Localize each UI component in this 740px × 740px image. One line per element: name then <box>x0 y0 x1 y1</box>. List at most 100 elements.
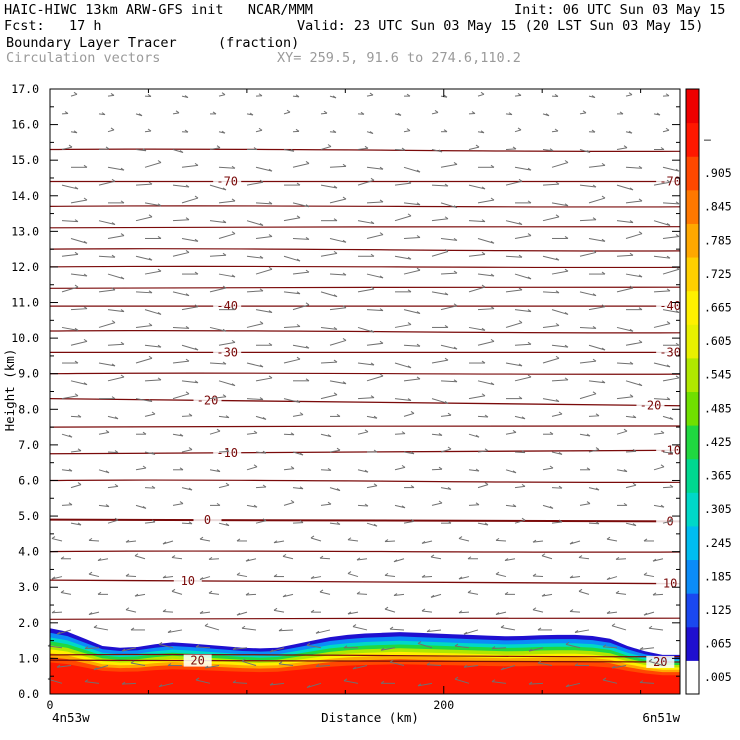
vector-head <box>151 519 156 523</box>
contour-label: -40 <box>216 299 238 313</box>
vector-head <box>648 658 653 662</box>
vector-head <box>114 483 119 487</box>
contour-label-bg <box>656 346 685 359</box>
circulation-vector <box>61 395 79 400</box>
vector-head <box>430 554 435 558</box>
vector-head <box>323 110 328 114</box>
circulation-vector <box>394 149 406 151</box>
vector-head <box>417 683 422 687</box>
contour-label-bg <box>656 577 685 590</box>
vector-head <box>83 382 88 386</box>
circulation-vector <box>352 665 368 670</box>
circulation-vector <box>218 380 236 387</box>
vector-head <box>660 430 665 434</box>
vector-head <box>518 222 523 225</box>
vector-head <box>444 249 449 252</box>
circulation-vector <box>421 610 433 613</box>
vector-head <box>528 681 533 685</box>
vector-head <box>615 590 620 594</box>
circulation-vector <box>162 576 174 579</box>
vector-head <box>389 626 394 630</box>
vector-head <box>643 572 648 576</box>
circulation-vector <box>246 181 264 186</box>
vector-head <box>595 447 600 451</box>
vector-head <box>434 110 439 113</box>
vector-head <box>484 448 489 452</box>
vector-head <box>185 250 190 253</box>
circulation-vector <box>61 146 73 150</box>
contour-label: -70 <box>216 175 238 189</box>
vector-head <box>333 359 338 363</box>
vector-head <box>648 625 653 629</box>
vector-head <box>179 150 184 153</box>
circulation-vector <box>579 184 597 188</box>
x-tick-label: 0 <box>47 698 54 712</box>
vector-head <box>310 575 315 579</box>
y-tick-label: 0.0 <box>18 687 39 701</box>
vector-head <box>458 610 463 614</box>
circulation-vector <box>653 220 671 226</box>
circulation-vector <box>172 184 190 188</box>
y-tick-label: 17.0 <box>11 82 39 96</box>
vector-head <box>555 290 560 294</box>
vector-head <box>521 517 526 521</box>
circulation-vector <box>181 449 193 453</box>
theta-line <box>49 226 681 229</box>
vector-head <box>333 326 338 330</box>
circulation-vector <box>528 682 544 685</box>
circulation-vector <box>588 344 606 351</box>
circulation-vector <box>616 430 628 435</box>
circulation-vector <box>505 220 523 226</box>
circulation-vector <box>653 466 665 471</box>
circulation-vector <box>195 679 211 684</box>
circulation-vector <box>384 574 396 578</box>
vector-head <box>518 363 523 367</box>
circulation-vector <box>505 431 517 435</box>
vector-head <box>592 184 597 188</box>
vector-head <box>194 347 199 351</box>
vector-head <box>632 415 637 419</box>
circulation-vector <box>602 679 618 684</box>
circulation-vector <box>320 469 332 471</box>
circulation-vector <box>283 325 301 328</box>
circulation-vector <box>579 219 597 222</box>
circulation-vector <box>162 540 174 545</box>
circulation-vector <box>107 343 125 346</box>
vector-head <box>125 607 130 611</box>
circulation-vector <box>209 396 227 400</box>
vector-head <box>332 95 337 99</box>
circulation-vector <box>542 398 560 402</box>
contour-label: -10 <box>216 446 238 460</box>
vector-head <box>384 606 389 610</box>
vector-head <box>443 129 448 133</box>
vector-head <box>438 466 443 470</box>
vector-head <box>675 168 680 172</box>
vector-head <box>199 610 204 614</box>
colorbar-swatch <box>686 257 699 292</box>
circulation-vector <box>246 290 264 293</box>
vector-head <box>222 252 227 256</box>
contour-label-bg <box>656 444 685 457</box>
theta-line <box>49 286 681 289</box>
circulation-vector <box>121 682 137 685</box>
circulation-vector <box>310 576 322 579</box>
circulation-vector <box>662 520 674 524</box>
circulation-vector <box>88 539 100 542</box>
circulation-vector <box>514 415 526 420</box>
vector-head <box>675 266 680 270</box>
vector-head <box>527 374 532 378</box>
vector-head <box>221 130 226 134</box>
vector-head <box>125 539 130 543</box>
vector-head <box>299 452 304 456</box>
vector-head <box>216 428 221 432</box>
vector-head <box>101 112 106 116</box>
vector-head <box>299 412 304 416</box>
circulation-vector <box>542 255 560 261</box>
vector-head <box>512 504 517 507</box>
vector-head <box>521 450 526 454</box>
circulation-vector <box>468 469 480 472</box>
vector-head <box>453 270 458 274</box>
vector-head <box>369 131 374 134</box>
tracer-band-8 <box>50 662 680 694</box>
vector-head <box>369 92 374 96</box>
